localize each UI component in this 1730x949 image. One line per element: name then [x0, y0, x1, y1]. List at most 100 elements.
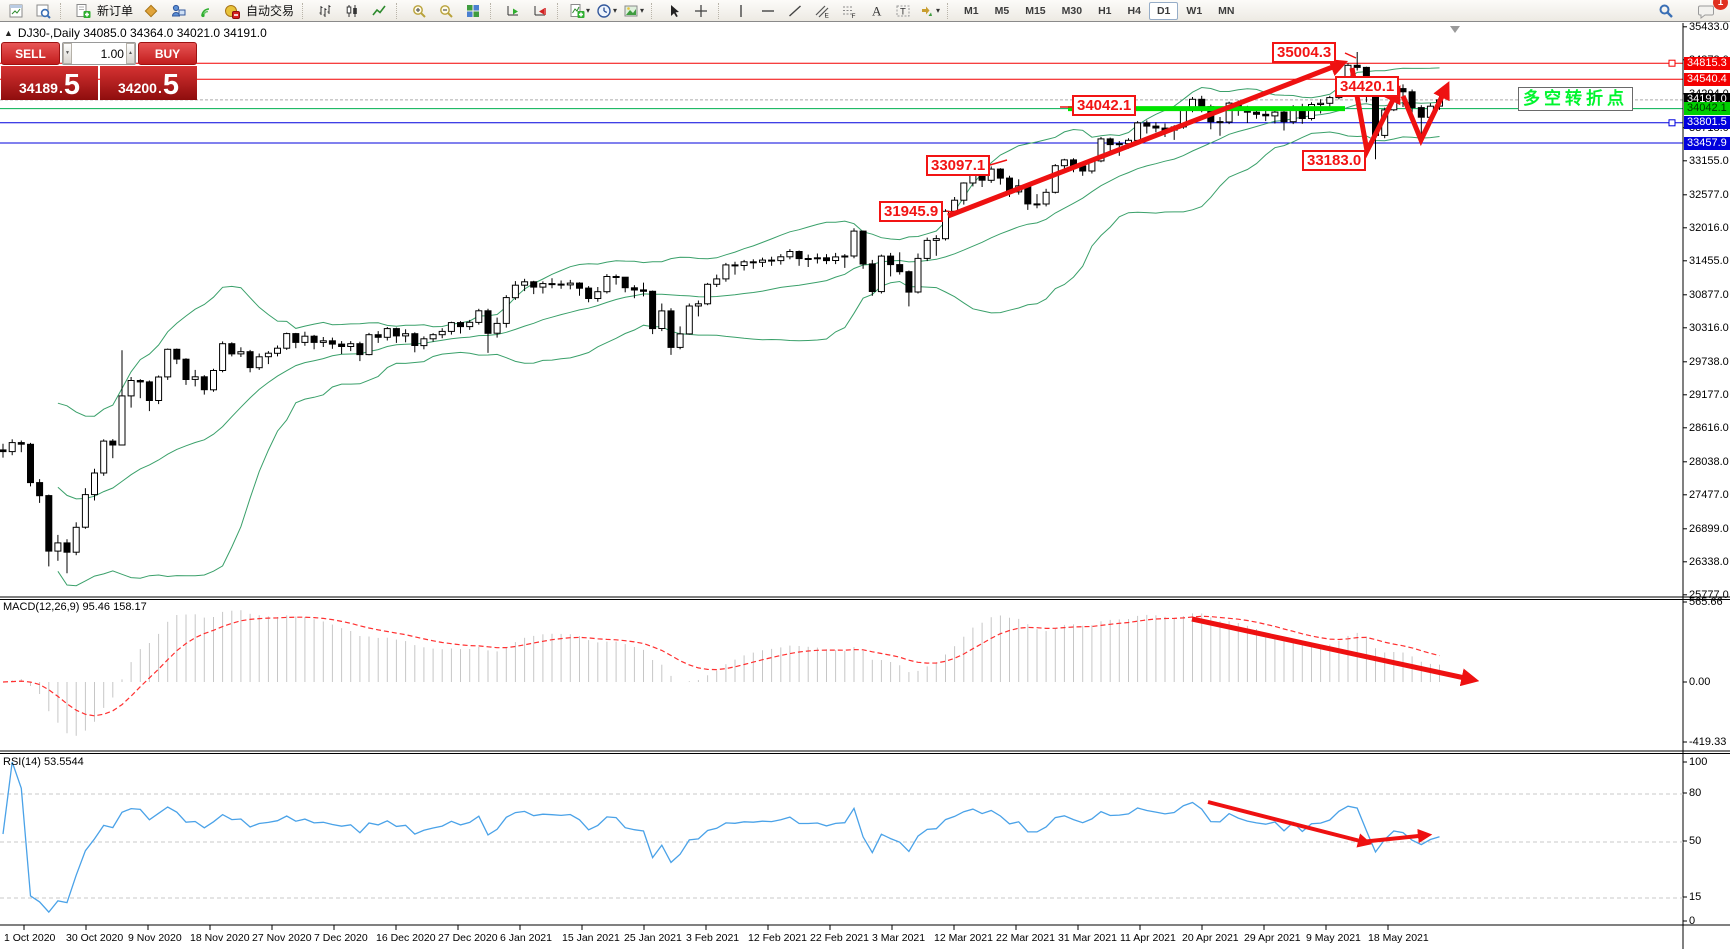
hline-icon[interactable]: [754, 0, 781, 21]
annotation-price-label[interactable]: 34420.1: [1335, 76, 1400, 97]
price-axis-badge: 34191.0: [1684, 93, 1730, 106]
new-order-icon[interactable]: [69, 0, 96, 21]
date-axis-label: 22 Feb 2021: [810, 932, 869, 944]
buy-button[interactable]: BUY: [138, 42, 197, 65]
bar-chart-icon[interactable]: [311, 0, 338, 21]
annotation-price-label[interactable]: 31945.9: [879, 201, 944, 222]
date-axis-label: 29 Apr 2021: [1244, 932, 1301, 944]
zoom-in-icon[interactable]: [405, 0, 432, 21]
buy-price-dot: .: [157, 80, 162, 96]
timeframe-mn[interactable]: MN: [1218, 4, 1235, 17]
price-axis-tick: 33718.0: [1689, 122, 1729, 134]
sell-button[interactable]: SELL: [1, 42, 60, 65]
price-axis-tick: 32016.0: [1689, 222, 1729, 234]
rsi-label: RSI(14) 53.5544: [3, 756, 84, 768]
collapse-icon[interactable]: ▲: [4, 28, 13, 38]
price-axis-tick: 28616.0: [1689, 422, 1729, 434]
buy-price-frac: 5: [162, 69, 179, 101]
templates-icon[interactable]: ▾: [620, 0, 647, 21]
dropdown-caret-icon[interactable]: ▾: [936, 6, 941, 15]
macd-axis-tick: 565.66: [1689, 596, 1723, 608]
channel-icon[interactable]: E: [808, 0, 835, 21]
timeframe-m1[interactable]: M1: [964, 4, 979, 17]
volume-input[interactable]: [72, 43, 126, 64]
arrows-icon[interactable]: ▾: [916, 0, 943, 21]
price-axis-tick: 35433.0: [1689, 21, 1729, 33]
price-axis-badge: 33457.9: [1684, 137, 1730, 150]
periods-icon[interactable]: ▾: [593, 0, 620, 21]
date-axis-label: 18 May 2021: [1368, 932, 1429, 944]
new-order-icon-label[interactable]: 新订单: [97, 4, 134, 18]
macd-value-main: 95.46: [82, 601, 111, 613]
label-icon[interactable]: T: [889, 0, 916, 21]
dropdown-caret-icon[interactable]: ▾: [640, 6, 645, 15]
tile-windows-icon[interactable]: [459, 0, 486, 21]
text-icon[interactable]: A: [862, 0, 889, 21]
toolbar-separator: [490, 2, 495, 19]
annotation-price-label[interactable]: 33183.0: [1302, 150, 1367, 171]
volume-up-button[interactable]: ▲: [125, 43, 135, 64]
signals-icon[interactable]: [191, 0, 218, 21]
cursor-icon[interactable]: [660, 0, 687, 21]
auto-scroll-icon[interactable]: [499, 0, 526, 21]
annotation-price-label[interactable]: 35004.3: [1272, 42, 1337, 63]
date-axis-label: 18 Nov 2020: [190, 932, 250, 944]
date-axis-label: 15 Jan 2021: [562, 932, 620, 944]
date-axis-label: 25 Jan 2021: [624, 932, 682, 944]
strategy-tester-icon[interactable]: [164, 0, 191, 21]
chart-window-icon[interactable]: [2, 0, 29, 21]
line-chart-icon[interactable]: [365, 0, 392, 21]
fibonacci-icon[interactable]: F: [835, 0, 862, 21]
metaeditor-icon[interactable]: [137, 0, 164, 21]
volume-field-wrap: ▼ ▲: [62, 42, 136, 65]
trendline-icon[interactable]: [781, 0, 808, 21]
price-axis-tick: 30316.0: [1689, 322, 1729, 334]
price-axis-tick: 25777.0: [1689, 589, 1729, 601]
chart-area[interactable]: 35433.0 34872.0 34294.0 33718.0 33155.0 32577…: [0, 22, 1730, 949]
toolbar-separator: [396, 2, 401, 19]
svg-text:F: F: [851, 13, 855, 19]
price-axis-badge: 34815.3: [1684, 57, 1730, 70]
candle-chart-icon[interactable]: [338, 0, 365, 21]
macd-axis-tick: -419.33: [1689, 736, 1727, 748]
toolbar-separator: [718, 2, 723, 19]
price-axis-tick: 26338.0: [1689, 556, 1729, 568]
timeframe-m5[interactable]: M5: [994, 4, 1010, 17]
dropdown-caret-icon[interactable]: ▾: [613, 6, 618, 15]
date-axis-label: 12 Mar 2021: [934, 932, 993, 944]
date-axis-label: 9 Nov 2020: [128, 932, 182, 944]
buy-price[interactable]: 34200. 5: [100, 66, 197, 100]
crosshair-icon[interactable]: [687, 0, 714, 21]
price-axis-tick: 32577.0: [1689, 189, 1729, 201]
autotrading-icon-label[interactable]: 自动交易: [246, 4, 295, 18]
annotation-price-label[interactable]: 33097.1: [926, 155, 991, 176]
timeframe-m15[interactable]: M15: [1025, 4, 1046, 17]
chart-shift-icon[interactable]: [526, 0, 553, 21]
volume-down-button[interactable]: ▼: [63, 43, 73, 64]
dropdown-caret-icon[interactable]: ▾: [586, 6, 591, 15]
zoom-out-icon[interactable]: [432, 0, 459, 21]
notification-badge[interactable]: 1: [1713, 0, 1728, 10]
price-axis-tick: 26899.0: [1689, 523, 1729, 535]
date-axis-label: 11 Apr 2021: [1120, 932, 1176, 944]
chat-icon[interactable]: 1: [1693, 0, 1728, 22]
toolbar-separator: [302, 2, 307, 19]
window-search-icon[interactable]: [29, 0, 56, 21]
timeframe-d1[interactable]: D1: [1148, 1, 1179, 20]
rsi-value: 53.5544: [43, 756, 84, 768]
timeframe-h1[interactable]: H1: [1098, 4, 1112, 17]
macd-axis-tick: 0.00: [1689, 676, 1711, 688]
sell-price[interactable]: 34189. 5: [1, 66, 98, 100]
annotation-price-label[interactable]: 34042.1: [1072, 95, 1137, 116]
annotation-note-box[interactable]: 多空转折点: [1518, 87, 1633, 111]
sell-price-dot: .: [58, 80, 63, 96]
search-icon[interactable]: [1652, 1, 1679, 22]
timeframe-m30[interactable]: M30: [1061, 4, 1083, 17]
timeframe-w1[interactable]: W1: [1186, 4, 1203, 17]
date-axis-label: 30 Oct 2020: [66, 932, 124, 944]
indicators-icon[interactable]: ▾: [566, 0, 593, 21]
autotrading-icon[interactable]: [218, 0, 245, 21]
vline-icon[interactable]: [727, 0, 754, 21]
timeframe-h4[interactable]: H4: [1127, 4, 1141, 17]
date-axis-label: 16 Dec 2020: [376, 932, 436, 944]
